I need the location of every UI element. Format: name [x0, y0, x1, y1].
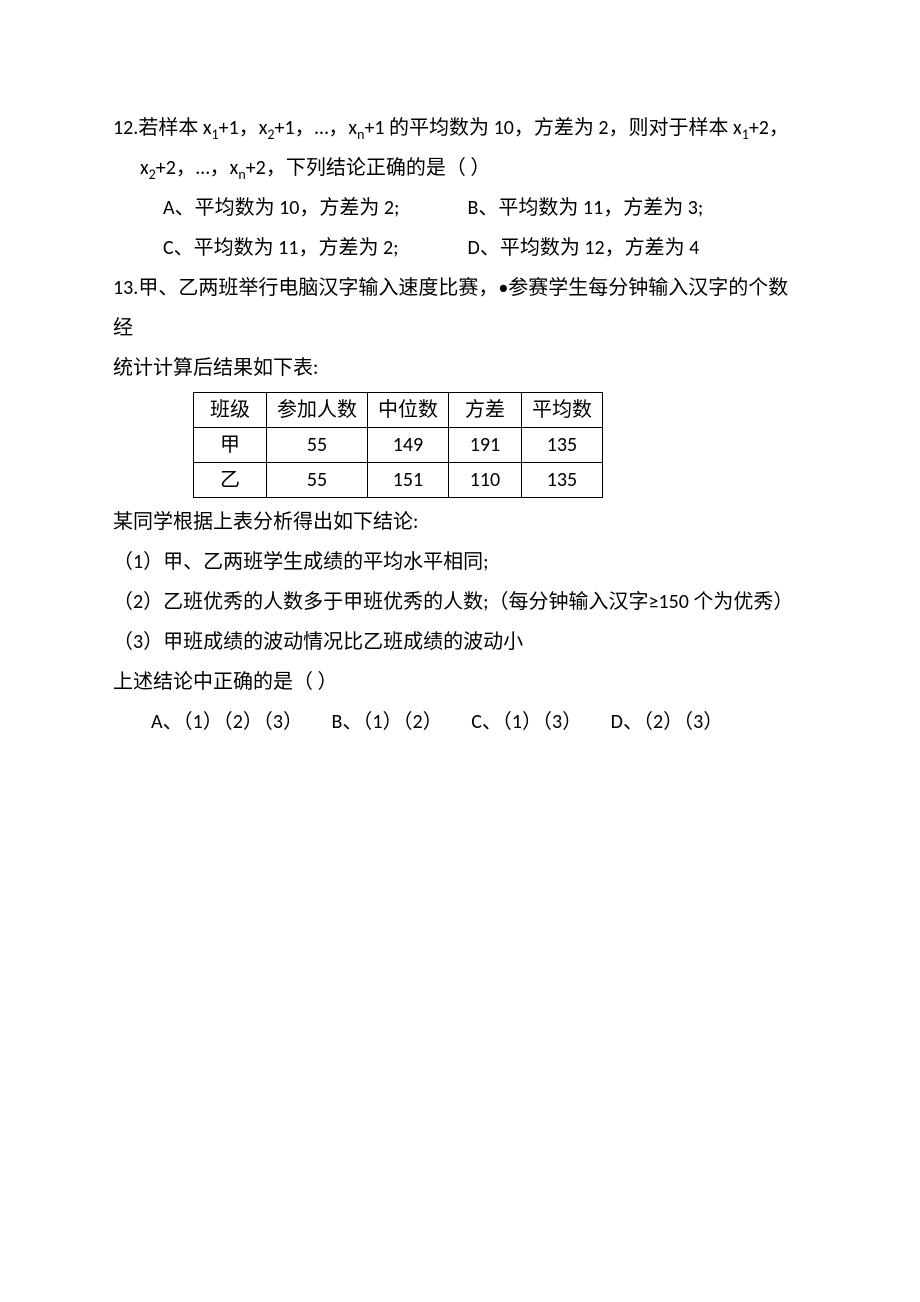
- analysis-intro: 某同学根据上表分析得出如下结论:: [113, 502, 807, 542]
- q13-intro-line1: 13.甲、乙两班举行电脑汉字输入速度比赛，•参赛学生每分钟输入汉字的个数经: [113, 268, 807, 348]
- sub: 2: [267, 126, 274, 143]
- q12-text: 12.若样本 x: [113, 116, 212, 140]
- table-row: 甲 55 149 191 135: [194, 428, 603, 463]
- cell: 110: [449, 463, 522, 498]
- option-d[interactable]: D、平均数为 12，方差为 4: [468, 228, 700, 268]
- col-header: 方差: [449, 393, 522, 428]
- q12-text: x: [140, 156, 149, 180]
- option-c[interactable]: C、（1）（3）: [471, 702, 582, 742]
- sub: 2: [149, 166, 156, 183]
- col-header: 班级: [194, 393, 267, 428]
- option-b[interactable]: B、平均数为 11，方差为 3;: [468, 188, 704, 228]
- option-a[interactable]: A、（1）（2）（3）: [151, 702, 303, 742]
- q13-intro-line2: 统计计算后结果如下表:: [113, 348, 807, 388]
- sub: n: [238, 166, 245, 183]
- table-header-row: 班级 参加人数 中位数 方差 平均数: [194, 393, 603, 428]
- cell: 135: [522, 463, 603, 498]
- cell: 149: [368, 428, 449, 463]
- cell: 55: [267, 463, 368, 498]
- q12-options-row1: A、平均数为 10，方差为 2; B、平均数为 11，方差为 3;: [113, 188, 807, 228]
- sub: 1: [212, 126, 219, 143]
- option-d[interactable]: D、（2）（3）: [611, 702, 724, 742]
- q12-text: +1，…，x: [275, 116, 358, 140]
- col-header: 参加人数: [267, 393, 368, 428]
- q12-line1: 12.若样本 x1+1，x2+1，…，xn+1 的平均数为 10，方差为 2，则…: [113, 108, 807, 148]
- q12-text: +1 的平均数为 10，方差为 2，则对于样本 x: [364, 116, 741, 140]
- statement-1: （1）甲、乙两班学生成绩的平均水平相同;: [113, 542, 807, 582]
- table-row: 乙 55 151 110 135: [194, 463, 603, 498]
- cell: 151: [368, 463, 449, 498]
- q12-options-row2: C、平均数为 11，方差为 2; D、平均数为 12，方差为 4: [113, 228, 807, 268]
- option-a[interactable]: A、平均数为 10，方差为 2;: [163, 188, 463, 228]
- q12-text: +2，: [749, 116, 789, 140]
- cell: 135: [522, 428, 603, 463]
- q12-text: +2，…，x: [156, 156, 239, 180]
- option-b[interactable]: B、（1）（2）: [332, 702, 443, 742]
- q13-options: A、（1）（2）（3） B、（1）（2） C、（1）（3） D、（2）（3）: [113, 702, 807, 742]
- sub: 1: [742, 126, 749, 143]
- cell: 191: [449, 428, 522, 463]
- col-header: 中位数: [368, 393, 449, 428]
- option-c[interactable]: C、平均数为 11，方差为 2;: [163, 228, 463, 268]
- page-content: 12.若样本 x1+1，x2+1，…，xn+1 的平均数为 10，方差为 2，则…: [0, 0, 920, 742]
- q12-text: +1，x: [219, 116, 268, 140]
- data-table: 班级 参加人数 中位数 方差 平均数 甲 55 149 191 135 乙 55…: [193, 392, 603, 498]
- q12-text: +2，下列结论正确的是（ ）: [246, 156, 491, 180]
- col-header: 平均数: [522, 393, 603, 428]
- statement-3: （3）甲班成绩的波动情况比乙班成绩的波动小: [113, 622, 807, 662]
- q12-line2: x2+2，…，xn+2，下列结论正确的是（ ）: [113, 148, 807, 188]
- statement-2: （2）乙班优秀的人数多于甲班优秀的人数;（每分钟输入汉字≥150 个为优秀）: [113, 582, 807, 622]
- cell: 甲: [194, 428, 267, 463]
- cell: 55: [267, 428, 368, 463]
- conclusion-prompt: 上述结论中正确的是（ ）: [113, 662, 807, 702]
- cell: 乙: [194, 463, 267, 498]
